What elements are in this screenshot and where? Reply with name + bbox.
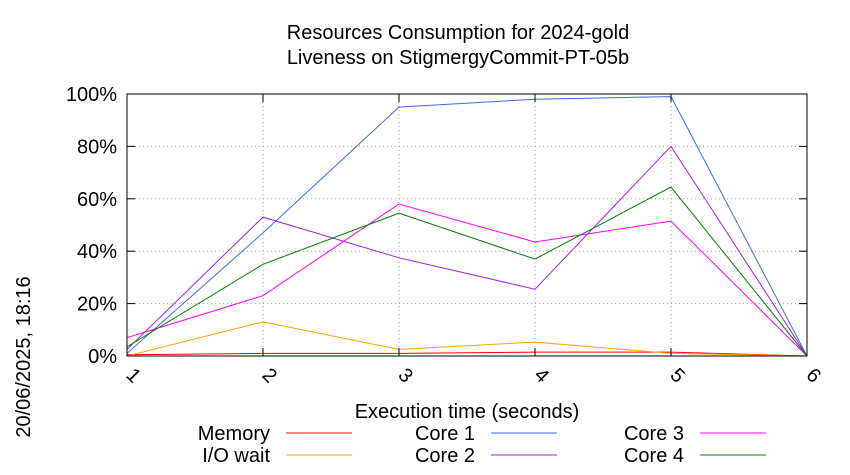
series-line-memory xyxy=(126,351,808,357)
series-lines xyxy=(126,96,808,357)
x-tick-label: 3 xyxy=(394,364,417,387)
legend-label-i-o-wait: I/O wait xyxy=(202,445,270,467)
plot-frame xyxy=(126,93,808,357)
x-tick-label: 5 xyxy=(666,364,689,387)
y-tick-label: 100% xyxy=(66,84,117,106)
timestamp-label: 20/06/2025, 18:16 xyxy=(13,276,35,437)
grid xyxy=(127,94,807,356)
series-line-i-o-wait xyxy=(126,321,808,357)
series-line-core-3 xyxy=(126,203,808,357)
x-tick-label: 2 xyxy=(258,364,281,387)
x-tick-label: 4 xyxy=(530,364,553,387)
x-axis-label: Execution time (seconds) xyxy=(355,401,580,423)
legend-label-core-2: Core 2 xyxy=(415,445,475,467)
y-axis: 0% 20% 40% 60% 80% 100% xyxy=(66,84,807,368)
legend-label-memory: Memory xyxy=(198,423,270,445)
y-tick-label: 40% xyxy=(77,241,117,263)
y-tick-label: 0% xyxy=(88,346,117,368)
y-tick-label: 60% xyxy=(77,189,117,211)
y-tick-label: 20% xyxy=(77,294,117,316)
chart-title-line-1: Resources Consumption for 2024-gold xyxy=(287,22,629,44)
x-axis: 1 2 3 4 5 6 xyxy=(122,94,825,387)
x-tick-label: 1 xyxy=(122,364,145,387)
series-line-core-4 xyxy=(126,186,808,357)
legend-label-core-1: Core 1 xyxy=(415,423,475,445)
series-line-core-1 xyxy=(126,96,808,357)
x-tick-label: 6 xyxy=(802,364,825,387)
legend-label-core-3: Core 3 xyxy=(624,423,684,445)
chart-title-line-2: Liveness on StigmergyCommit-PT-05b xyxy=(287,47,629,69)
legend-label-core-4: Core 4 xyxy=(624,445,684,467)
y-tick-label: 80% xyxy=(77,136,117,158)
series-line-core-2 xyxy=(126,145,808,357)
